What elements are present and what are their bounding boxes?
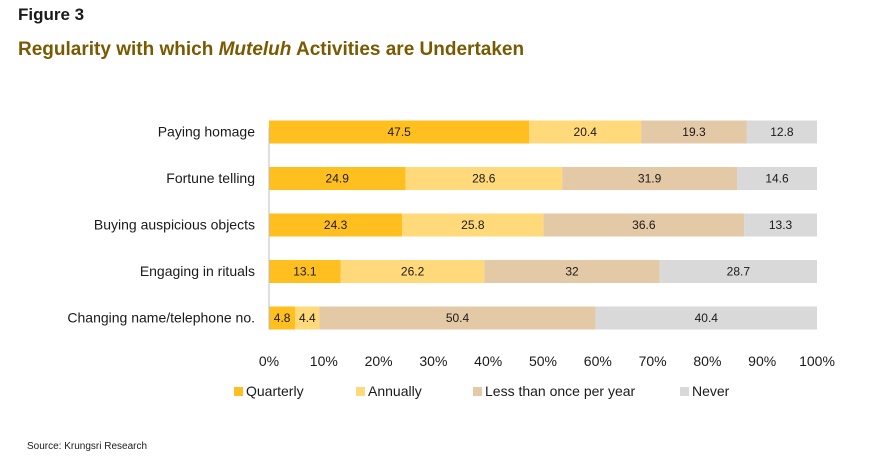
- legend-swatch: [356, 387, 365, 396]
- x-tick-label: 60%: [584, 353, 612, 369]
- data-label: 12.8: [770, 125, 794, 139]
- x-tick-label: 90%: [748, 353, 776, 369]
- bar-segment: [269, 213, 403, 237]
- legend-swatch: [473, 387, 482, 396]
- category-label: Fortune telling: [166, 170, 255, 186]
- legend-label: Never: [692, 383, 730, 399]
- data-label: 36.6: [632, 218, 656, 232]
- data-label: 28.7: [727, 265, 751, 279]
- bar-segment: [269, 306, 296, 330]
- category-label: Engaging in rituals: [140, 263, 255, 279]
- data-label: 50.4: [446, 311, 470, 325]
- data-label: 25.8: [461, 218, 485, 232]
- x-tick-label: 80%: [693, 353, 721, 369]
- data-label: 24.3: [324, 218, 348, 232]
- data-label: 13.1: [293, 265, 317, 279]
- data-label: 20.4: [574, 125, 598, 139]
- bar-segment: [595, 306, 817, 330]
- bar-segment: [562, 167, 737, 190]
- bar-segment: [402, 213, 544, 237]
- x-tick-label: 40%: [474, 353, 502, 369]
- data-label: 14.6: [765, 172, 789, 186]
- category-label: Paying homage: [158, 124, 256, 140]
- x-tick-label: 50%: [529, 353, 557, 369]
- x-tick-label: 10%: [310, 353, 338, 369]
- bar-segment: [269, 260, 341, 283]
- legend-label: Quarterly: [246, 383, 304, 399]
- data-label: 19.3: [682, 125, 706, 139]
- data-label: 26.2: [401, 265, 425, 279]
- data-label: 31.9: [638, 172, 662, 186]
- bar-segment: [269, 120, 530, 144]
- legend-label: Annually: [368, 383, 422, 399]
- bar-segment: [319, 306, 596, 330]
- x-tick-label: 100%: [799, 353, 835, 369]
- title-emphasis: Muteluh: [218, 39, 292, 60]
- bar-segment: [736, 167, 817, 190]
- data-label: 40.4: [695, 311, 719, 325]
- category-label: Changing name/telephone no.: [67, 310, 255, 326]
- bar-segment: [295, 306, 320, 330]
- bar-segment: [746, 120, 817, 144]
- bar-segment: [659, 260, 817, 283]
- data-label: 13.3: [769, 218, 793, 232]
- x-tick-label: 0%: [259, 353, 279, 369]
- title-suffix: Activities are Undertaken: [291, 39, 525, 60]
- data-label: 28.6: [472, 172, 496, 186]
- legend-label: Less than once per year: [485, 383, 636, 399]
- bar-segment: [340, 260, 485, 283]
- bar-segment: [543, 213, 745, 237]
- figure-label: Figure 3: [18, 5, 85, 24]
- legend-swatch: [234, 387, 243, 396]
- x-tick-label: 30%: [419, 353, 447, 369]
- data-label: 4.4: [299, 311, 316, 325]
- data-label: 4.8: [274, 311, 291, 325]
- data-label: 47.5: [387, 125, 411, 139]
- bar-segment: [484, 260, 660, 283]
- data-label: 32: [565, 265, 579, 279]
- category-label: Buying auspicious objects: [94, 217, 255, 233]
- bar-segment: [405, 167, 563, 190]
- bar-segment: [269, 167, 406, 190]
- x-tick-label: 70%: [639, 353, 667, 369]
- data-label: 24.9: [326, 172, 350, 186]
- bar-segment: [641, 120, 747, 144]
- chart-title: Regularity with which Muteluh Activities…: [18, 39, 524, 61]
- bar-segment: [529, 120, 642, 144]
- title-prefix: Regularity with which: [18, 39, 219, 60]
- legend-swatch: [680, 387, 689, 396]
- x-tick-label: 20%: [365, 353, 393, 369]
- bar-segment: [744, 213, 817, 237]
- source-note: Source: Krungsri Research: [27, 441, 148, 452]
